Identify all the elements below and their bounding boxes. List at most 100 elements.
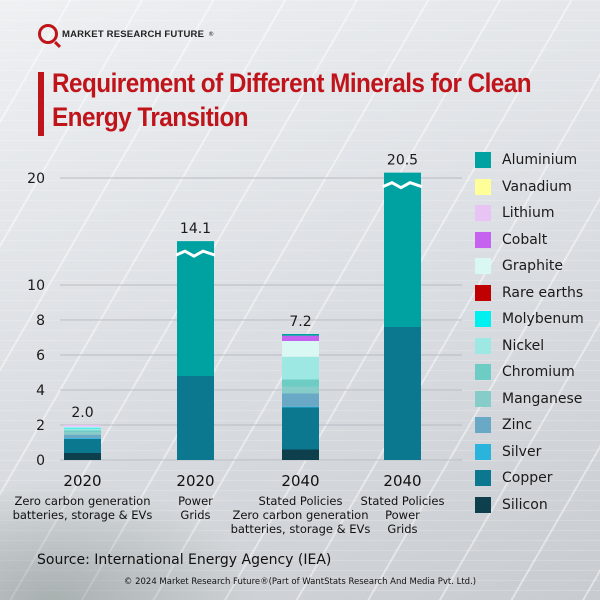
category-description: Stated Policies Power Grids	[308, 494, 498, 536]
bar-segment-copper	[282, 407, 319, 450]
legend-item: Rare earths	[475, 280, 584, 307]
category-year: 2040	[383, 472, 422, 490]
category-description-line: Power	[385, 508, 420, 522]
bar-segment-graphite	[282, 341, 319, 357]
bar-total-label: 20.5	[387, 153, 418, 169]
legend-swatch	[475, 496, 491, 513]
bar-segment-silver	[64, 438, 101, 439]
legend-swatch	[475, 470, 491, 487]
legend-label: Copper	[502, 470, 553, 487]
bar-segment-graphite	[64, 426, 101, 428]
legend-label: Molybenum	[502, 311, 584, 328]
category-description-line: Power	[178, 494, 213, 508]
legend-label: Silver	[502, 443, 542, 460]
legend-swatch	[475, 152, 491, 169]
category-description-line: Stated Policies	[258, 494, 343, 508]
legend-swatch	[475, 311, 491, 328]
legend-label: Nickel	[502, 337, 545, 354]
category-description: Stated Policies Zero carbon generation bat…	[206, 494, 396, 536]
brand-logo: MARKET RESEARCH FUTURE ®	[38, 24, 214, 44]
y-tick-label: 10	[27, 278, 45, 294]
bar-segment-copper	[64, 439, 101, 453]
magnifier-logo-icon	[38, 24, 58, 44]
legend-item: Lithium	[475, 200, 584, 227]
legend-swatch	[475, 443, 491, 460]
x-category-label: 2040 Stated Policies Power Grids	[308, 472, 498, 536]
chart-title-line2: Energy Transition	[52, 102, 249, 132]
legend-item: Copper	[475, 465, 584, 492]
bar-total-label: 7.2	[289, 314, 311, 330]
bar-segment-molybenum	[64, 427, 101, 429]
bar-segment-zinc	[282, 393, 319, 407]
category-description-line: Stated Policies	[360, 494, 445, 508]
bar-segment-aluminium	[177, 241, 214, 376]
category-description: Power Grids	[101, 494, 291, 522]
legend-item: Graphite	[475, 253, 584, 280]
bar-stack	[382, 172, 423, 460]
bar-segment-nickel	[64, 428, 101, 431]
category-description-line: Grids	[387, 522, 418, 536]
bar-segment-chromium	[282, 379, 319, 387]
category-description-line: Zero carbon generation	[232, 508, 369, 522]
bar-segment-silicon	[64, 453, 101, 460]
bar-segment-nickel	[282, 356, 319, 380]
chart-title: Requirement of Different Minerals for Cl…	[52, 66, 538, 134]
legend-item: Molybenum	[475, 306, 584, 333]
legend-label: Lithium	[502, 205, 555, 222]
legend-item: Zinc	[475, 412, 584, 439]
axis-break-mark	[382, 180, 423, 190]
legend-label: Graphite	[502, 258, 563, 275]
brand-name: MARKET RESEARCH FUTURE	[62, 28, 205, 40]
category-year: 2020	[63, 472, 102, 490]
y-tick-label: 20	[27, 171, 45, 187]
bar-stack	[64, 425, 101, 460]
legend-item: Aluminium	[475, 147, 584, 174]
legend-label: Aluminium	[502, 152, 578, 169]
bar-stack	[175, 241, 216, 460]
legend-swatch	[475, 337, 491, 354]
category-description-line: Grids	[180, 508, 211, 522]
bar-segment-silver	[282, 406, 319, 408]
axis-break-mark	[175, 249, 216, 258]
y-tick-label: 8	[36, 313, 45, 329]
category-year: 2020	[176, 472, 215, 490]
legend-item: Vanadium	[475, 174, 584, 201]
legend-label: Cobalt	[502, 231, 548, 248]
bar-segment-aluminium	[384, 172, 421, 327]
bar-segment-manganese	[282, 386, 319, 394]
bar-segment-copper	[384, 327, 421, 460]
y-tick-label: 4	[36, 383, 45, 399]
bar-segment-manganese	[64, 432, 101, 435]
category-description-line: batteries, storage & EVs	[12, 508, 153, 522]
registered-mark: ®	[208, 30, 215, 38]
legend-swatch	[475, 390, 491, 407]
legend-label: Rare earths	[502, 284, 584, 301]
x-category-label: 2020 Zero carbon generation batteries, sto…	[0, 472, 178, 522]
bar-segment-lithium	[64, 425, 101, 427]
legend-item: Silver	[475, 439, 584, 466]
legend-swatch	[475, 178, 491, 195]
category-description-line: batteries, storage & EVs	[230, 522, 371, 536]
bar-segment-chromium	[64, 430, 101, 432]
legend-item: Cobalt	[475, 227, 584, 254]
legend-swatch	[475, 284, 491, 301]
copyright-note: © 2024 Market Research Future®(Part of W…	[123, 577, 477, 587]
y-tick-label: 6	[36, 348, 45, 364]
legend-swatch	[475, 231, 491, 248]
bar-stack	[282, 334, 319, 460]
legend-label: Zinc	[502, 417, 533, 434]
bar-segment-silicon	[282, 449, 319, 460]
x-category-label: 2040 Stated Policies Zero carbon generatio…	[206, 472, 396, 536]
legend-label: Vanadium	[502, 178, 572, 195]
title-accent-bar	[38, 72, 44, 136]
legend-item: Manganese	[475, 386, 584, 413]
legend-label: Silicon	[502, 496, 548, 513]
y-tick-label: 0	[36, 453, 45, 469]
bar-total-label: 2.0	[71, 405, 93, 421]
legend-item: Nickel	[475, 333, 584, 360]
bar-segment-zinc	[64, 434, 101, 439]
legend-swatch	[475, 364, 491, 381]
bar-segment-copper	[177, 376, 214, 460]
chart-legend: Aluminium Vanadium Lithium Cobalt Graphite Ra…	[475, 147, 584, 518]
